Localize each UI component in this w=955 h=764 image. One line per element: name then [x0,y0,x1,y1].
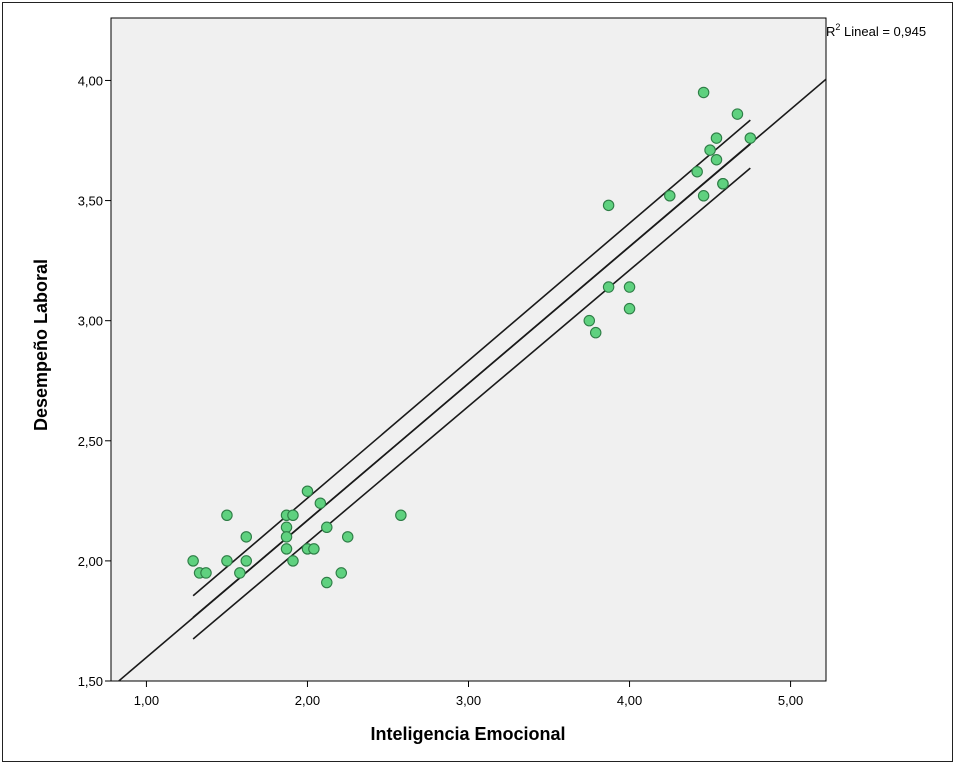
y-axis-label: Desempeño Laboral [31,259,51,431]
data-point [301,485,314,497]
data-point [717,178,729,190]
data-point [589,326,602,339]
data-point [602,281,615,293]
data-point [341,531,354,543]
data-point [308,543,320,555]
data-point [280,543,293,555]
data-point [395,509,407,521]
r2-annotation: R2 Lineal = 0,945 [826,22,926,39]
x-tick-label: 5,00 [778,693,803,708]
y-tick-label: 3,50 [78,194,103,209]
y-tick-label: 4,00 [78,73,103,88]
ci-lower-line [192,167,751,640]
y-tick-label: 3,00 [78,314,103,329]
data-point [200,567,212,579]
y-tick-label: 1,50 [78,674,103,689]
data-point [221,509,233,521]
data-points [187,86,757,589]
data-point [710,132,723,144]
x-axis-label: Inteligencia Emocional [370,724,565,744]
data-point [623,281,636,293]
data-point [704,144,716,156]
data-point [731,108,744,120]
x-tick-label: 1,00 [134,693,159,708]
x-tick-label: 3,00 [456,693,481,708]
x-axis: 1,00 2,00 3,00 4,00 5,00 [134,681,803,708]
data-point [240,531,253,543]
data-point [314,497,327,509]
data-point [287,555,299,567]
data-point [583,314,596,327]
data-point [664,190,676,202]
data-point [691,165,703,178]
data-point [623,302,636,315]
data-point [287,509,299,521]
data-point [240,555,253,567]
data-point [602,199,615,212]
data-point [280,531,293,543]
data-point [710,153,723,166]
y-tick-label: 2,50 [78,434,103,449]
data-point [697,86,710,99]
y-axis: 1,50 2,00 2,50 3,00 3,50 4,00 [78,73,111,689]
data-point [234,567,246,579]
data-point [335,567,348,579]
x-tick-label: 2,00 [295,693,320,708]
data-point [280,521,293,534]
data-point [697,190,710,202]
x-tick-label: 4,00 [617,693,642,708]
data-point [321,576,333,589]
data-point [187,555,199,567]
plot-area [110,17,827,682]
data-point [744,132,757,144]
y-tick-label: 2,00 [78,554,103,569]
data-point [321,521,333,534]
data-point [221,555,233,567]
